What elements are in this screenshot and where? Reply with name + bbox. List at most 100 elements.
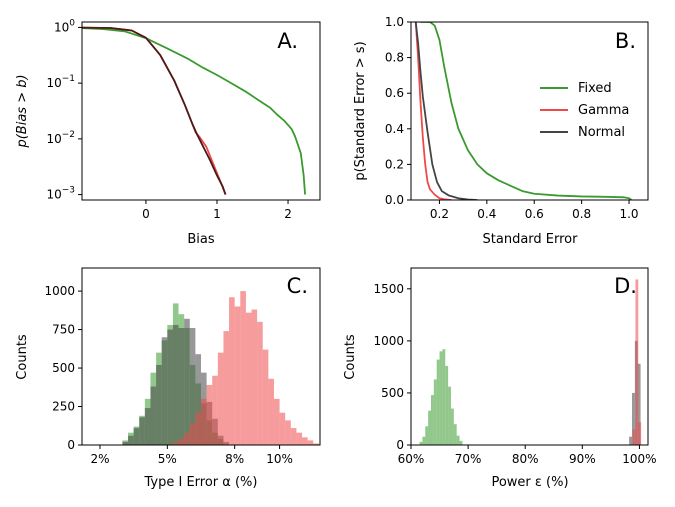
- panel-b-line-fixed: [420, 22, 632, 200]
- panel-c-bar-gamma: [234, 306, 241, 445]
- panel-a-line-fixed: [82, 27, 306, 195]
- panel-d-bar-fixed: [425, 426, 429, 445]
- panel-b-x-ticks: 0.2 0.4 0.6 0.8 1.0: [430, 200, 639, 221]
- panel-c-bar-gamma: [217, 352, 224, 445]
- panel-d-bar-fixed: [453, 424, 457, 445]
- panel-b-series-group: [414, 22, 632, 200]
- panel-d: 60% 70% 80% 90% 100% 0 500 1000 1500 D. Power ε…: [343, 267, 657, 490]
- panel-a-x-tick-label: 0: [142, 207, 150, 221]
- panel-d-letter: D.: [614, 274, 637, 298]
- panel-d-plot-area: [419, 279, 642, 445]
- panel-a: 0 1 2 100 10−1 10−2 10−3 A. Bias p(Bias > b): [15, 18, 321, 247]
- panel-c-bar-gamma: [229, 297, 235, 445]
- panel-b-y-tick-label: 1.0: [385, 15, 404, 29]
- panel-c-bar-gamma: [201, 398, 207, 445]
- panel-c-bar-normal: [144, 408, 151, 445]
- panel-d-bar-fixed: [448, 386, 451, 445]
- panel-d-x-tick-label: 90%: [569, 452, 596, 466]
- panel-d-bar-normal: [637, 363, 641, 445]
- panel-d-bar-fixed: [419, 441, 423, 445]
- panel-b-legend: Fixed Gamma Normal: [540, 81, 629, 140]
- panel-a-x-tick-label: 2: [284, 207, 292, 221]
- panel-a-x-label: Bias: [187, 232, 214, 247]
- panel-d-bar-gamma: [632, 429, 636, 445]
- panel-c: 2% 5% 8% 10% 0 250 500 750 1000 C. Type I Error…: [15, 267, 321, 490]
- panel-c-frame: [81, 267, 321, 446]
- panel-d-x-label: Power ε (%): [491, 475, 568, 490]
- panel-c-y-ticks: 0 250 500 750 1000: [44, 284, 82, 452]
- panel-a-line-normal_dark: [82, 26, 227, 195]
- panel-c-bar-normal: [150, 386, 157, 445]
- panel-a-x-tick-label: 1: [213, 207, 221, 221]
- panel-c-bar-normal: [184, 318, 190, 445]
- panel-c-x-tick-label: 10%: [266, 452, 293, 466]
- panel-d-y-tick-label: 1500: [373, 282, 404, 296]
- panel-d-bar-fixed: [433, 379, 437, 445]
- panel-a-y-tick-label: 100: [54, 18, 75, 34]
- panel-c-bar-gamma: [307, 440, 314, 445]
- panel-b-y-tick-label: 0.0: [385, 193, 404, 207]
- panel-d-frame: [410, 267, 649, 446]
- panel-c-y-label: Counts: [15, 334, 30, 380]
- panel-c-bar-gamma: [189, 423, 196, 445]
- panel-c-bar-normal: [122, 441, 129, 445]
- panel-a-y-ticks: 100 10−1 10−2 10−3: [46, 18, 82, 202]
- panel-d-bar-fixed: [442, 349, 446, 445]
- panel-c-bar-gamma: [262, 349, 269, 445]
- panel-b-y-tick-label: 0.4: [385, 122, 404, 136]
- panel-d-y-ticks: 0 500 1000 1500: [373, 282, 411, 452]
- panel-d-bar-fixed: [422, 436, 426, 445]
- panel-c-x-ticks: 2% 5% 8% 10%: [90, 445, 293, 466]
- panel-c-bar-gamma: [273, 398, 280, 445]
- panel-d-bar-fixed: [430, 395, 434, 445]
- panel-d-y-tick-label: 0: [396, 438, 404, 452]
- panel-b-y-ticks: 0.0 0.2 0.4 0.6 0.8 1.0: [385, 15, 411, 207]
- panel-d-x-tick-label: 70%: [455, 452, 482, 466]
- panel-b-x-tick-label: 1.0: [619, 207, 638, 221]
- panel-c-bar-normal: [178, 328, 185, 445]
- panel-d-y-label: Counts: [343, 334, 358, 380]
- panel-c-bar-normal: [139, 417, 145, 445]
- panel-b-x-tick-label: 0.6: [525, 207, 544, 221]
- panel-c-y-tick-label: 750: [52, 323, 75, 337]
- panel-b-frame: [410, 21, 649, 201]
- panel-c-bar-normal: [156, 364, 162, 445]
- panel-a-line-gamma: [82, 26, 227, 195]
- panel-a-y-tick-label: 10−1: [46, 74, 75, 90]
- legend-label-fixed: Fixed: [578, 81, 612, 96]
- panel-b-y-label: p(Standard Error > s): [353, 41, 368, 180]
- panel-c-bar-gamma: [302, 437, 308, 445]
- panel-c-bar-gamma: [257, 321, 263, 445]
- panel-d-x-tick-label: 80%: [512, 452, 539, 466]
- panel-c-bar-gamma: [313, 443, 319, 445]
- panel-a-letter: A.: [277, 29, 298, 53]
- panel-b-y-tick-label: 0.8: [385, 51, 404, 65]
- panel-b-y-tick-label: 0.6: [385, 86, 404, 100]
- panel-c-bar-gamma: [206, 384, 213, 445]
- panel-c-bar-normal: [189, 328, 196, 445]
- panel-d-bar-fixed: [456, 435, 460, 445]
- panel-c-y-tick-label: 1000: [44, 284, 75, 298]
- panel-c-bar-gamma: [184, 432, 190, 445]
- panel-b-x-label: Standard Error: [483, 232, 579, 247]
- panel-d-y-tick-label: 500: [381, 386, 404, 400]
- panel-c-bar-gamma: [223, 331, 230, 445]
- panel-a-frame: [81, 21, 321, 201]
- panel-d-y-tick-label: 1000: [373, 334, 404, 348]
- panel-c-y-tick-label: 0: [67, 438, 75, 452]
- panel-c-bar-normal: [172, 324, 179, 445]
- panel-d-bar-gamma: [638, 422, 642, 445]
- legend-label-normal: Normal: [578, 125, 625, 140]
- panel-b: 0.2 0.4 0.6 0.8 1.0 0.0 0.2 0.4 0.6 0.8 1.0 B. St…: [353, 15, 649, 247]
- panel-c-x-label: Type I Error α (%): [144, 475, 258, 490]
- panel-c-bar-gamma: [212, 375, 218, 445]
- panel-b-line-normal: [414, 22, 478, 200]
- panel-a-y-tick-label: 10−3: [46, 186, 75, 202]
- panel-c-bar-normal: [128, 435, 134, 445]
- panel-d-bar-normal: [629, 436, 633, 445]
- panel-c-bar-gamma: [172, 441, 179, 445]
- panel-c-bar-gamma: [240, 291, 246, 445]
- panel-d-bar-fixed: [436, 359, 440, 445]
- panel-c-bar-normal: [133, 428, 140, 445]
